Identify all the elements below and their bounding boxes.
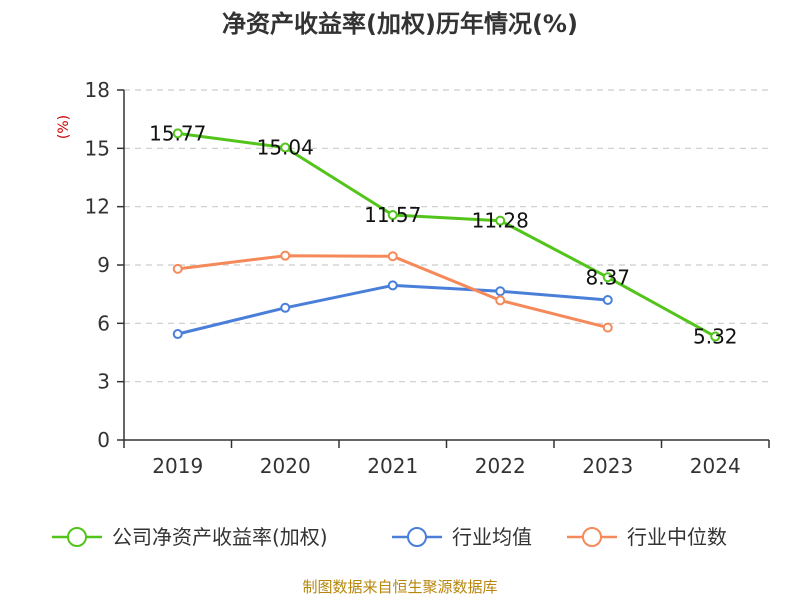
legend-label-2: 行业中位数 — [627, 525, 727, 549]
data-label-2021: 11.57 — [364, 203, 421, 227]
data-label-2023: 8.37 — [585, 265, 630, 289]
y-tick-label-12: 12 — [85, 195, 110, 219]
point-s1-2021 — [387, 280, 398, 291]
legend[interactable]: 公司净资产收益率(加权) 行业均值 行业中位数 — [52, 525, 727, 549]
y-tick-label-6: 6 — [97, 311, 110, 335]
y-tick-label-15: 15 — [85, 136, 110, 160]
y-tick-label-0: 0 — [97, 428, 110, 452]
y-tick-label-3: 3 — [97, 370, 110, 394]
data-label-2022: 11.28 — [472, 209, 529, 233]
x-tick-label-2022: 2022 — [475, 454, 526, 478]
gridlines — [124, 89, 769, 383]
chart-title: 净资产收益率(加权)历年情况(%) — [222, 10, 578, 38]
point-s0-2019 — [172, 128, 183, 139]
point-s2-2023 — [602, 322, 613, 333]
legend-marker-2 — [582, 527, 602, 547]
x-tick-label-2019: 2019 — [152, 454, 203, 478]
legend-marker-1 — [407, 527, 427, 547]
point-s0-2020 — [280, 142, 291, 153]
x-tick-label-2024: 2024 — [690, 454, 741, 478]
legend-item-1[interactable]: 行业均值 — [392, 525, 532, 549]
legend-label-1: 行业均值 — [452, 525, 532, 549]
point-s0-2022 — [495, 215, 506, 226]
point-s1-2020 — [280, 302, 291, 313]
series-line-1 — [176, 283, 610, 336]
point-s2-2020 — [280, 250, 291, 261]
point-s1-2019 — [172, 329, 183, 340]
point-s0-2024 — [710, 331, 721, 342]
point-s0-2023 — [602, 272, 613, 283]
point-s2-2021 — [387, 251, 398, 262]
y-tick-label-18: 18 — [85, 78, 110, 102]
data-label-2019: 15.77 — [149, 121, 206, 145]
data-label-2020: 15.04 — [257, 136, 314, 160]
point-s2-2022 — [495, 295, 506, 306]
point-s2-2019 — [172, 263, 183, 274]
legend-item-2[interactable]: 行业中位数 — [567, 525, 727, 549]
point-s1-2023 — [602, 295, 613, 305]
data-labels: 15.77 15.04 11.57 11.28 8.37 5.32 — [149, 121, 737, 348]
x-tick-label-2020: 2020 — [260, 454, 311, 478]
legend-label-0: 公司净资产收益率(加权) — [112, 525, 328, 549]
data-label-2024: 5.32 — [693, 325, 738, 349]
x-tick-label-2023: 2023 — [582, 454, 633, 478]
legend-marker-0 — [67, 527, 87, 547]
y-axis-label: (%) — [56, 115, 72, 139]
source-note: 制图数据来自恒生聚源数据库 — [302, 578, 497, 596]
axes: 0 3 6 9 12 15 18 2019 2020 2021 2022 2023 2024 — [85, 78, 770, 478]
series-layer — [172, 128, 721, 342]
point-s1-2022 — [495, 286, 506, 297]
x-tick-label-2021: 2021 — [367, 454, 418, 478]
y-tick-label-9: 9 — [97, 253, 110, 277]
point-s0-2021 — [387, 210, 398, 221]
series-line-0 — [176, 131, 717, 339]
legend-item-0[interactable]: 公司净资产收益率(加权) — [52, 525, 328, 549]
